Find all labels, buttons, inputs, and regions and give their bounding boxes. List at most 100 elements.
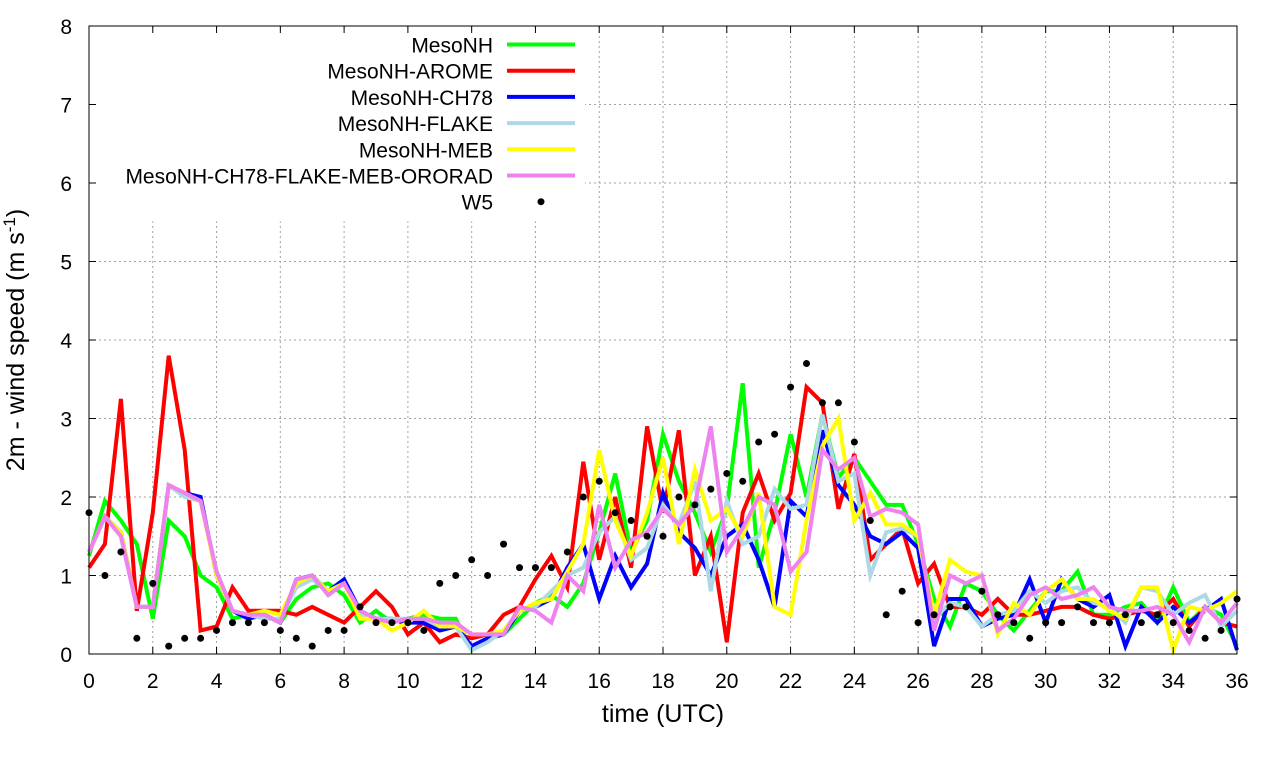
observation-point: [691, 501, 699, 509]
observation-point: [579, 493, 587, 501]
observation-point: [516, 564, 523, 572]
observation-point: [946, 603, 954, 611]
observation-point: [1137, 619, 1145, 627]
observation-point: [1217, 626, 1225, 634]
observation-point: [1074, 603, 1082, 611]
observation-point: [213, 626, 221, 634]
series-lines: [87, 355, 1239, 657]
legend-label: MesoNH-CH78-FLAKE-MEB-ORORAD: [125, 166, 493, 189]
observation-point: [866, 517, 874, 525]
observation-point: [850, 438, 858, 446]
observation-point: [356, 603, 364, 611]
y-tick-label: 2: [60, 487, 72, 510]
observation-point: [627, 517, 635, 525]
observation-point: [1153, 611, 1161, 619]
y-axis-title: 2m - wind speed (m s-1): [0, 209, 30, 471]
x-tick-label: 2: [147, 670, 159, 693]
observation-point: [707, 485, 715, 493]
observation-point: [563, 548, 571, 556]
y-tick-label: 7: [60, 95, 72, 118]
observation-point: [994, 611, 1002, 619]
y-tick-label: 6: [60, 173, 72, 196]
x-tick-label: 22: [779, 670, 802, 693]
observation-point: [1169, 619, 1177, 627]
observation-point: [723, 469, 731, 477]
observation-point: [803, 360, 810, 368]
observation-points: [85, 360, 1241, 650]
observation-point: [229, 619, 236, 627]
observation-point: [1185, 626, 1193, 634]
observation-point: [260, 619, 268, 627]
legend-label: MesoNH-CH78: [351, 87, 493, 110]
y-axis-title-main: 2m - wind speed (m s: [2, 232, 30, 471]
x-tick-label: 10: [396, 670, 419, 693]
observation-point: [1026, 634, 1034, 642]
x-tick-label: 20: [715, 670, 738, 693]
legend-label: MesoNH-MEB: [359, 139, 493, 162]
observation-point: [340, 626, 348, 634]
legend-label: W5: [462, 192, 494, 215]
observation-point: [787, 383, 795, 391]
observation-point: [500, 540, 508, 548]
observation-point: [978, 587, 986, 595]
y-axis-title-close: ): [2, 209, 30, 217]
observation-point: [643, 532, 651, 540]
observation-point: [611, 509, 619, 517]
x-tick-label: 12: [460, 670, 483, 693]
observation-point: [755, 438, 763, 446]
x-tick-label: 36: [1225, 670, 1248, 693]
legend: MesoNH MesoNH-AROME MesoNH-CH78 MesoNH-FLAK…: [125, 35, 575, 215]
observation-point: [659, 532, 667, 540]
y-tick-label: 3: [60, 409, 72, 432]
observation-point: [292, 634, 300, 642]
observation-point: [117, 548, 125, 556]
x-tick-label: 34: [1162, 670, 1186, 693]
legend-background: [70, 30, 585, 222]
observation-point: [675, 493, 683, 501]
observation-point: [1121, 611, 1129, 619]
series-line-4: [87, 412, 1239, 657]
x-tick-label: 24: [843, 670, 867, 693]
observation-point: [962, 603, 970, 611]
legend-marker: [537, 198, 545, 206]
y-tick-label: 1: [60, 566, 72, 589]
x-tick-label: 18: [651, 670, 674, 693]
observation-point: [834, 399, 842, 407]
observation-point: [531, 564, 539, 572]
observation-point: [420, 626, 428, 634]
observation-point: [468, 556, 476, 564]
observation-point: [1105, 619, 1113, 627]
observation-point: [436, 579, 444, 587]
x-tick-label: 32: [1098, 670, 1121, 693]
observation-point: [149, 579, 157, 587]
observation-point: [133, 634, 141, 642]
x-tick-label: 26: [906, 670, 929, 693]
x-tick-label: 14: [524, 670, 548, 693]
observation-point: [914, 619, 922, 627]
observation-point: [739, 477, 747, 485]
observation-point: [388, 619, 396, 627]
observation-point: [181, 634, 189, 642]
observation-point: [1042, 619, 1050, 627]
observation-point: [595, 477, 603, 485]
observation-point: [165, 642, 173, 650]
observation-point: [818, 399, 826, 407]
x-tick-label: 0: [83, 670, 95, 693]
observation-point: [101, 572, 109, 579]
observation-point: [882, 611, 890, 619]
x-axis-title: time (UTC): [602, 700, 724, 728]
observation-point: [244, 619, 252, 627]
x-tick-label: 4: [211, 670, 223, 693]
x-tick-label: 30: [1034, 670, 1057, 693]
observation-point: [930, 611, 938, 619]
y-tick-label: 5: [60, 252, 72, 275]
legend-label: MesoNH-AROME: [327, 61, 493, 84]
observation-point: [197, 634, 205, 642]
observation-point: [452, 572, 460, 579]
y-tick-label: 0: [60, 644, 72, 667]
x-tick-label: 6: [274, 670, 286, 693]
y-axis-title-exponent: -1: [0, 217, 19, 232]
observation-point: [484, 572, 492, 579]
observation-point: [404, 619, 412, 627]
observation-point: [324, 626, 332, 634]
